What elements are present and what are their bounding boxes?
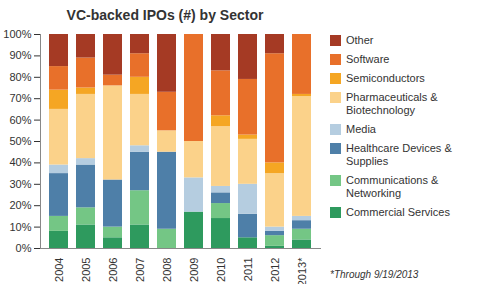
svg-text:0%: 0% (16, 242, 32, 254)
html-text:*Through 9/19/2013: *Through 9/19/2013 (330, 269, 419, 280)
html-text:Communications & Networking: Communications & Networking (346, 174, 439, 199)
svg-text:2004: 2004 (53, 258, 65, 282)
svg-text:90%: 90% (9, 49, 31, 61)
html-text:VC-backed IPOs (#) by Sector: VC-backed IPOs (#) by Sector (66, 7, 264, 23)
svg-text:100%: 100% (3, 28, 31, 40)
svg-text:40%: 40% (9, 156, 31, 168)
html-text:Pharmaceuticals & Biotechnolog: Pharmaceuticals & Biotechnology (346, 91, 438, 116)
svg-text:80%: 80% (9, 71, 31, 83)
svg-text:2006: 2006 (107, 258, 119, 282)
html-text:Software: Software (346, 53, 390, 65)
svg-text:2012: 2012 (269, 258, 281, 282)
html-text:Semiconductors: Semiconductors (346, 72, 425, 84)
svg-text:2007: 2007 (134, 258, 146, 282)
svg-text:2008: 2008 (161, 258, 173, 282)
svg-text:30%: 30% (9, 178, 31, 190)
html-text:Commercial Services: Commercial Services (346, 206, 450, 218)
svg-text:20%: 20% (9, 199, 31, 211)
svg-text:2010: 2010 (215, 258, 227, 282)
svg-text:2013*: 2013* (296, 257, 308, 284)
svg-text:10%: 10% (9, 221, 31, 233)
html-text:Healthcare Devices & Supplies: Healthcare Devices & Supplies (346, 142, 452, 167)
svg-text:2009: 2009 (188, 258, 200, 282)
html-text:Media: Media (346, 123, 376, 135)
svg-text:2011: 2011 (242, 258, 254, 282)
svg-text:60%: 60% (9, 114, 31, 126)
html-text:Other: Other (346, 34, 374, 46)
svg-text:50%: 50% (9, 135, 31, 147)
svg-text:70%: 70% (9, 92, 31, 104)
svg-text:2005: 2005 (80, 258, 92, 282)
